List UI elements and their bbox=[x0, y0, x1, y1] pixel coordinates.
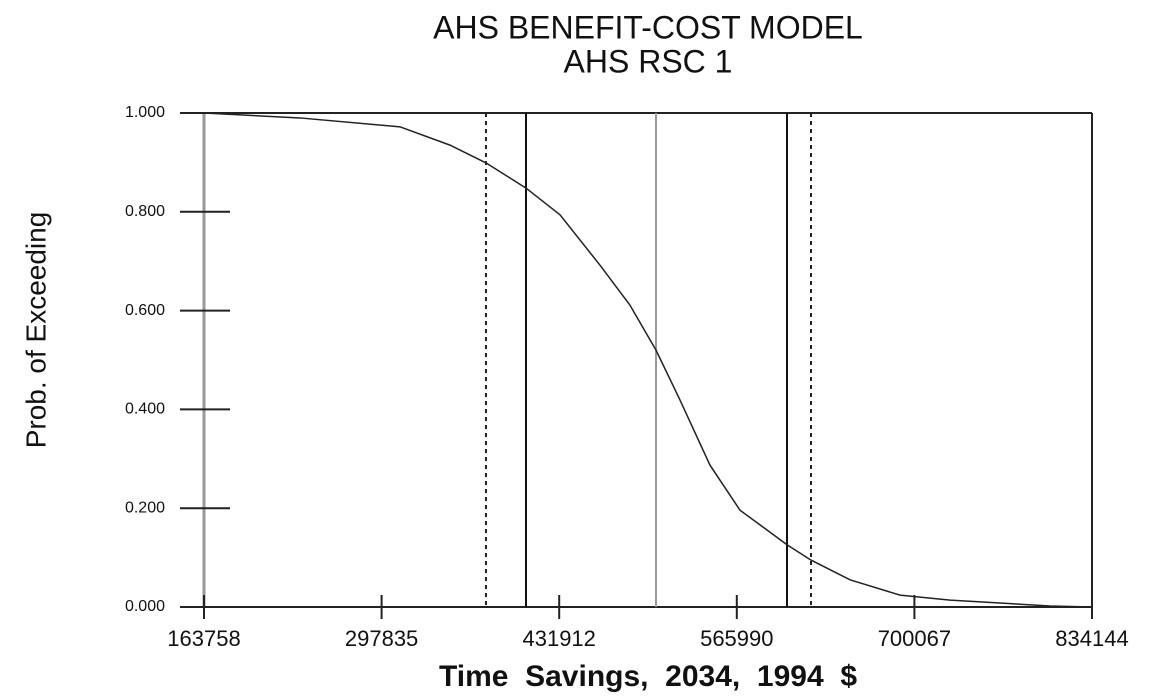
x-tick-label: 565990 bbox=[700, 626, 773, 651]
x-tick-label: 297835 bbox=[345, 626, 418, 651]
y-tick-label: 0.400 bbox=[125, 401, 165, 418]
x-tick-label: 700067 bbox=[878, 626, 951, 651]
x-tick-label: 834144 bbox=[1055, 626, 1128, 651]
y-axis-label: Prob. of Exceeding bbox=[20, 212, 51, 449]
y-tick-label: 0.600 bbox=[125, 302, 165, 319]
y-tick-label: 0.000 bbox=[125, 598, 165, 615]
line-series bbox=[203, 112, 1093, 608]
x-tick-label: 163758 bbox=[167, 626, 240, 651]
y-tick-label: 1.000 bbox=[125, 104, 165, 121]
y-tick-label: 0.200 bbox=[125, 499, 165, 516]
chart-subtitle: AHS RSC 1 bbox=[564, 43, 733, 79]
x-axis-label: Time Savings, 2034, 1994 $ bbox=[439, 660, 857, 693]
x-tick-label: 431912 bbox=[522, 626, 595, 651]
y-tick-label: 0.800 bbox=[125, 203, 165, 220]
chart-title: AHS BENEFIT-COST MODEL bbox=[433, 9, 863, 45]
